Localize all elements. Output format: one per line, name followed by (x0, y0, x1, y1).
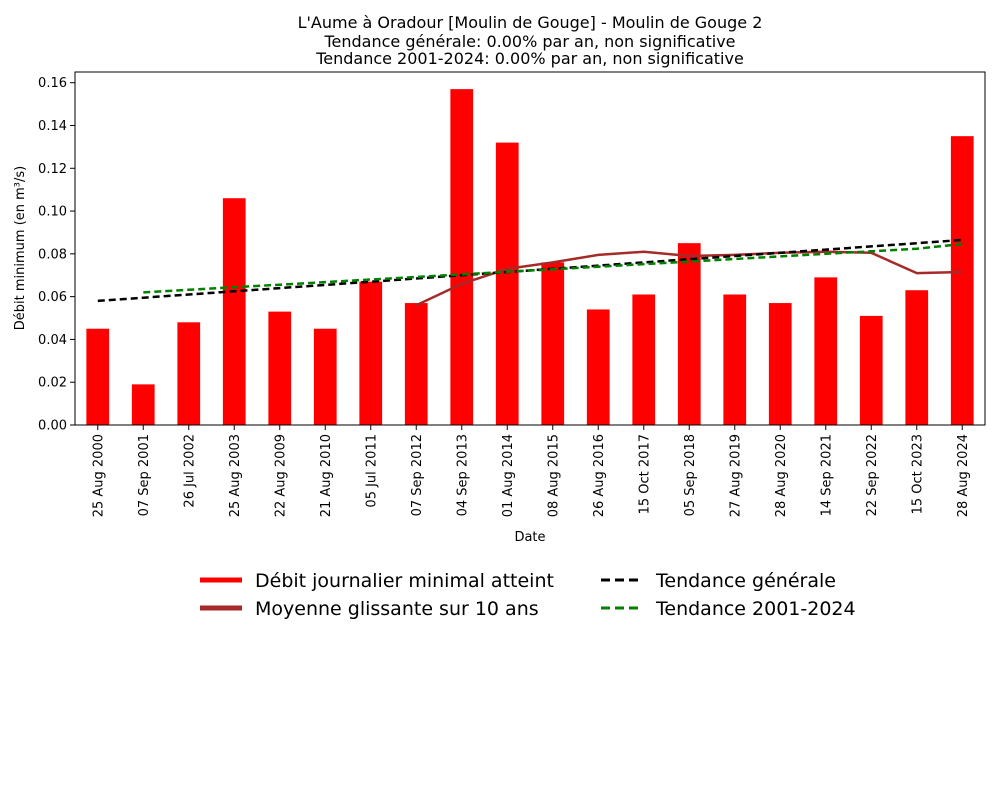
axes-layer: 0.00 0.02 0.04 0.06 0.08 0.10 0.12 0.14 0.16 25 A… (38, 71, 986, 517)
lines-layer (97, 238, 963, 307)
x-tick-label: 25 Aug 2003 (228, 434, 243, 517)
bar (950, 136, 974, 425)
x-tick-label: 15 Oct 2023 (910, 434, 925, 514)
x-tick-label: 28 Aug 2020 (774, 434, 789, 517)
y-tick-label: 0.12 (38, 162, 67, 177)
x-tick-label: 26 Aug 2016 (592, 434, 607, 517)
bar (222, 198, 246, 425)
x-tick-label: 07 Sep 2001 (137, 434, 152, 516)
bar (177, 322, 201, 425)
bar (86, 328, 110, 425)
x-tick-label: 15 Oct 2017 (637, 434, 652, 514)
x-axis-label: Date (514, 530, 545, 545)
legend-label: Tendance générale (655, 570, 836, 592)
x-tick-label: 14 Sep 2021 (819, 434, 834, 516)
bar (677, 243, 701, 425)
bar (768, 303, 792, 425)
y-axis-label: Débit minimum (en m³/s) (13, 166, 28, 330)
bar (495, 142, 519, 425)
bar (541, 262, 565, 425)
x-tick-label: 01 Aug 2014 (501, 434, 516, 517)
y-tick-label: 0.10 (38, 205, 67, 220)
title-line-2: Tendance générale: 0.00% par an, non sig… (323, 32, 735, 51)
chart-title: L'Aume à Oradour [Moulin de Gouge] - Mou… (298, 13, 763, 68)
series-line (143, 242, 963, 294)
bar (905, 290, 929, 425)
series-line (415, 250, 963, 307)
bar (313, 328, 337, 425)
bar (359, 281, 383, 425)
x-tick-label: 05 Sep 2018 (683, 434, 698, 516)
y-tick-label: 0.02 (38, 376, 67, 391)
x-tick-label: 22 Sep 2022 (865, 434, 880, 516)
bar (632, 294, 656, 425)
y-tick-label: 0.14 (38, 119, 67, 134)
x-tick-label: 04 Sep 2013 (455, 434, 470, 516)
y-tick-label: 0.16 (38, 76, 67, 91)
y-tick-label: 0.06 (38, 290, 67, 305)
x-tick-label: 25 Aug 2000 (91, 434, 106, 517)
title-line-3: Tendance 2001-2024: 0.00% par an, non si… (315, 49, 744, 68)
x-tick-label: 21 Aug 2010 (319, 434, 334, 517)
bar (859, 315, 883, 425)
legend-label: Débit journalier minimal atteint (255, 570, 554, 592)
legend-label: Tendance 2001-2024 (655, 598, 856, 620)
y-tick-label: 0.08 (38, 247, 67, 262)
x-tick-label: 07 Sep 2012 (410, 434, 425, 516)
plot-frame (74, 71, 986, 426)
y-tick-label: 0.04 (38, 333, 67, 348)
y-tick-label: 0.00 (38, 419, 67, 434)
x-tick-label: 27 Aug 2019 (728, 434, 743, 517)
bar (586, 309, 610, 425)
title-line-1: L'Aume à Oradour [Moulin de Gouge] - Mou… (298, 13, 763, 32)
legend-label: Moyenne glissante sur 10 ans (255, 598, 539, 620)
x-tick-label: 22 Aug 2009 (273, 434, 288, 517)
bar (131, 384, 155, 425)
bar (723, 294, 747, 425)
x-tick-label: 05 Jul 2011 (364, 434, 379, 508)
bar (450, 89, 474, 426)
bar (404, 303, 428, 425)
legend: Débit journalier minimal atteint Tendance… (200, 570, 856, 620)
bar (268, 311, 292, 425)
bar (814, 277, 838, 425)
bars-layer (86, 89, 974, 426)
x-tick-label: 08 Aug 2015 (546, 434, 561, 517)
x-tick-label: 26 Jul 2002 (182, 434, 197, 508)
x-tick-label: 28 Aug 2024 (956, 434, 971, 517)
